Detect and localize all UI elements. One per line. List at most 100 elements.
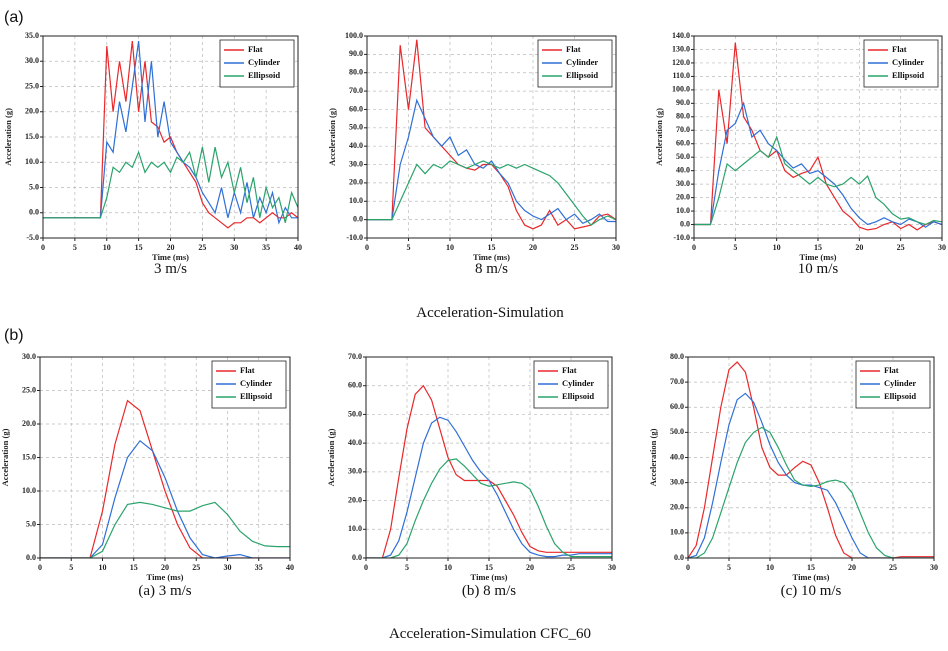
y-tick-label: 60.0 <box>676 139 690 148</box>
y-tick-label: 60.0 <box>349 104 363 113</box>
y-tick-label: 0.0 <box>26 553 36 562</box>
plot-frame <box>693 35 943 239</box>
y-tick-label: 70.0 <box>348 352 362 361</box>
x-tick-label: 10 <box>773 243 781 252</box>
y-tick-label: 0.0 <box>353 214 363 223</box>
x-tick-label: 40 <box>286 563 294 572</box>
y-tick-label: 50.0 <box>670 427 684 436</box>
x-tick-label: 25 <box>198 243 206 252</box>
x-tick-label: 30 <box>938 243 946 252</box>
caption: 8 m/s <box>475 261 508 277</box>
legend-label: Ellipsoid <box>248 70 280 80</box>
series-line <box>40 501 290 558</box>
y-tick-label: 0.0 <box>680 219 690 228</box>
x-tick-label: 15 <box>807 563 815 572</box>
x-tick-label: 35 <box>262 243 270 252</box>
x-tick-label: 20 <box>855 243 863 252</box>
y-tick-label: 20.0 <box>22 419 36 428</box>
x-axis-label: Time (ms) <box>473 252 510 262</box>
series-line <box>366 458 612 558</box>
plot-frame <box>366 35 617 239</box>
y-tick-label: -5.0 <box>26 233 39 242</box>
y-tick-label: 70.0 <box>676 125 690 134</box>
x-tick-label: 0 <box>364 563 368 572</box>
plot-frame <box>42 35 299 239</box>
y-tick-label: 35.0 <box>25 31 39 40</box>
y-tick-label: 40.0 <box>348 438 362 447</box>
y-tick-label: 50.0 <box>348 409 362 418</box>
series-line <box>688 426 934 558</box>
legend-label: Ellipsoid <box>884 391 916 401</box>
legend-label: Flat <box>566 44 581 54</box>
y-tick-label: 25.0 <box>22 385 36 394</box>
y-tick-label: 30.0 <box>348 467 362 476</box>
legend-label: Cylinder <box>566 57 598 67</box>
series-line <box>40 439 290 558</box>
x-tick-label: 5 <box>69 563 73 572</box>
y-tick-label: 100.0 <box>345 31 363 40</box>
x-tick-label: 10 <box>103 243 111 252</box>
plot-frame <box>39 356 291 559</box>
legend-label: Flat <box>248 44 263 54</box>
y-tick-label: 80.0 <box>349 68 363 77</box>
x-tick-label: 5 <box>405 563 409 572</box>
row-title: Acceleration-Simulation CFC_60 <box>389 626 591 642</box>
series-line <box>694 135 942 226</box>
x-tick-label: 20 <box>167 243 175 252</box>
x-tick-label: 30 <box>608 563 616 572</box>
x-tick-label: 30 <box>930 563 938 572</box>
y-tick-label: 5.0 <box>26 519 36 528</box>
y-tick-label: 60.0 <box>348 381 362 390</box>
x-tick-label: 30 <box>224 563 232 572</box>
legend-box <box>219 39 295 88</box>
y-tick-label: 90.0 <box>349 49 363 58</box>
x-tick-label: 0 <box>686 563 690 572</box>
y-axis-label: Acceleration (g) <box>3 108 13 166</box>
x-tick-label: 25 <box>897 243 905 252</box>
caption: (a) 3 m/s <box>138 583 191 599</box>
panel-label: (a) <box>4 9 24 26</box>
caption: 3 m/s <box>154 261 187 277</box>
y-tick-label: 40.0 <box>349 141 363 150</box>
y-tick-label: 40.0 <box>676 165 690 174</box>
x-tick-label: 40 <box>294 243 302 252</box>
y-axis-label: Acceleration (g) <box>326 428 336 486</box>
x-tick-label: 0 <box>41 243 45 252</box>
series-line <box>366 416 612 558</box>
x-tick-label: 0 <box>38 563 42 572</box>
x-axis-label: Time (ms) <box>793 572 830 582</box>
y-tick-label: 0.0 <box>29 208 39 217</box>
x-tick-label: 10 <box>766 563 774 572</box>
y-tick-label: 110.0 <box>672 71 690 80</box>
y-tick-label: 20.0 <box>349 178 363 187</box>
y-tick-label: 15.0 <box>25 132 39 141</box>
plot-frame <box>365 356 613 559</box>
series-line <box>694 42 942 231</box>
x-tick-label: 25 <box>571 243 579 252</box>
y-tick-label: 70.0 <box>670 377 684 386</box>
y-tick-label: 20.0 <box>25 107 39 116</box>
caption: (b) 8 m/s <box>462 583 516 599</box>
legend-label: Cylinder <box>884 378 916 388</box>
legend-label: Flat <box>884 365 899 375</box>
x-tick-label: 5 <box>733 243 737 252</box>
series-line <box>40 399 290 558</box>
x-tick-label: 5 <box>727 563 731 572</box>
y-tick-label: 80.0 <box>670 352 684 361</box>
y-axis-label: Acceleration (g) <box>0 428 10 486</box>
x-axis-label: Time (ms) <box>800 252 837 262</box>
y-tick-label: 60.0 <box>670 402 684 411</box>
y-tick-label: 100.0 <box>672 85 690 94</box>
y-tick-label: 10.0 <box>22 486 36 495</box>
y-tick-label: 30.0 <box>670 477 684 486</box>
y-tick-label: 10.0 <box>348 524 362 533</box>
x-tick-label: 10 <box>99 563 107 572</box>
x-tick-label: 15 <box>485 563 493 572</box>
x-tick-label: 10 <box>446 243 454 252</box>
legend-label: Flat <box>892 44 907 54</box>
series-line <box>367 98 616 225</box>
y-tick-label: 10.0 <box>25 157 39 166</box>
x-axis-label: Time (ms) <box>471 572 508 582</box>
x-tick-label: 10 <box>444 563 452 572</box>
y-tick-label: 10.0 <box>349 196 363 205</box>
